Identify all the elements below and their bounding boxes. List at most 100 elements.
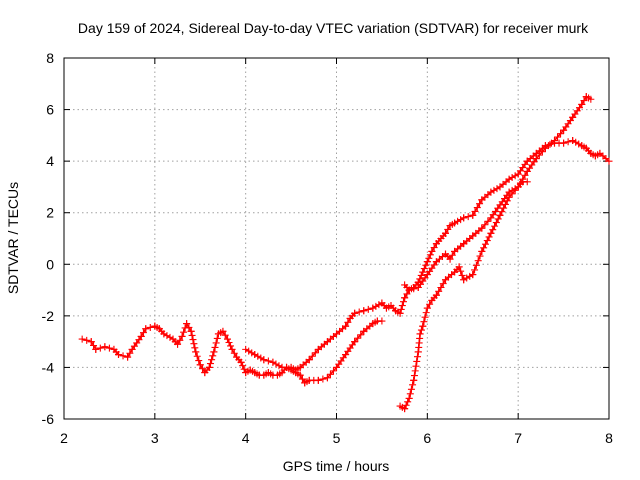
data-point: [369, 304, 377, 312]
grid: [64, 58, 609, 419]
data-point: [409, 381, 417, 389]
data-point: [454, 217, 462, 225]
data-point: [411, 367, 419, 375]
data-point: [481, 240, 489, 248]
data-point: [423, 258, 431, 266]
data-point: [176, 336, 184, 344]
data-point: [237, 358, 245, 366]
data-point: [554, 133, 562, 141]
data-point: [483, 237, 491, 245]
data-point: [412, 362, 420, 370]
data-point: [183, 320, 191, 328]
series-pass-1: [78, 317, 386, 387]
data-point: [426, 300, 434, 308]
data-point: [496, 211, 504, 219]
data-point: [435, 287, 443, 295]
data-point: [174, 340, 182, 348]
y-tick-label: -2: [42, 308, 55, 324]
x-tick-label: 5: [333, 430, 341, 446]
data-point: [478, 247, 486, 255]
data-point: [473, 204, 481, 212]
data-point: [242, 345, 250, 353]
data-point: [521, 171, 529, 179]
data-point: [342, 322, 350, 330]
data-point: [511, 172, 519, 180]
data-point: [439, 280, 447, 288]
data-point: [420, 265, 428, 273]
data-point: [437, 283, 445, 291]
data-point: [355, 308, 363, 316]
data-point: [505, 188, 513, 196]
data-point: [92, 345, 100, 353]
data-point: [404, 398, 412, 406]
data-point: [193, 352, 201, 360]
data-point: [460, 214, 468, 222]
data-point: [421, 313, 429, 321]
data-point: [219, 327, 227, 335]
data-point: [351, 309, 359, 317]
data-point: [205, 363, 213, 371]
data-point: [178, 332, 186, 340]
series-pass-4: [401, 178, 531, 294]
data-point: [416, 330, 424, 338]
data-point: [357, 331, 365, 339]
data-point: [329, 367, 337, 375]
data-point: [457, 216, 465, 224]
data-point: [191, 344, 199, 352]
y-tick-label: 6: [46, 102, 54, 118]
data-point: [448, 251, 456, 259]
chart-title: Day 159 of 2024, Sidereal Day-to-day VTE…: [78, 20, 589, 36]
data-point: [605, 157, 613, 165]
y-tick-label: -6: [42, 411, 55, 427]
data-point: [308, 352, 316, 360]
data-point: [535, 151, 543, 159]
data-series: [78, 93, 613, 413]
data-point: [396, 309, 404, 317]
data-point: [311, 349, 319, 357]
data-point: [225, 339, 233, 347]
data-point: [471, 207, 479, 215]
data-point: [296, 371, 304, 379]
data-point: [101, 343, 109, 351]
data-point: [471, 266, 479, 274]
data-point: [230, 349, 238, 357]
data-point: [163, 332, 171, 340]
data-point: [166, 333, 174, 341]
data-point: [457, 267, 465, 275]
x-tick-label: 7: [514, 430, 522, 446]
data-point: [189, 336, 197, 344]
data-point: [196, 361, 204, 369]
data-point: [403, 290, 411, 298]
data-point: [139, 329, 147, 337]
data-point: [422, 309, 430, 317]
data-point: [463, 274, 471, 282]
data-point: [413, 357, 421, 365]
data-point: [264, 357, 272, 365]
data-point: [195, 357, 203, 365]
data-point: [188, 331, 196, 339]
data-point: [481, 221, 489, 229]
data-point: [489, 226, 497, 234]
data-point: [326, 370, 334, 378]
data-point: [430, 244, 438, 252]
data-point: [406, 390, 414, 398]
data-point: [564, 138, 572, 146]
data-point: [209, 352, 217, 360]
data-point: [442, 229, 449, 237]
x-tick-label: 8: [605, 430, 613, 446]
data-point: [572, 138, 580, 146]
data-point: [426, 251, 434, 259]
data-point: [137, 332, 145, 340]
data-point: [212, 339, 220, 347]
data-point: [275, 362, 283, 370]
data-point: [417, 326, 425, 334]
data-point: [228, 345, 236, 353]
x-tick-label: 3: [151, 430, 159, 446]
data-point: [364, 305, 372, 313]
data-point: [199, 365, 207, 373]
data-point: [508, 186, 516, 194]
data-point: [245, 347, 253, 355]
data-point: [476, 200, 484, 208]
data-point: [269, 358, 277, 366]
data-point: [160, 330, 168, 338]
